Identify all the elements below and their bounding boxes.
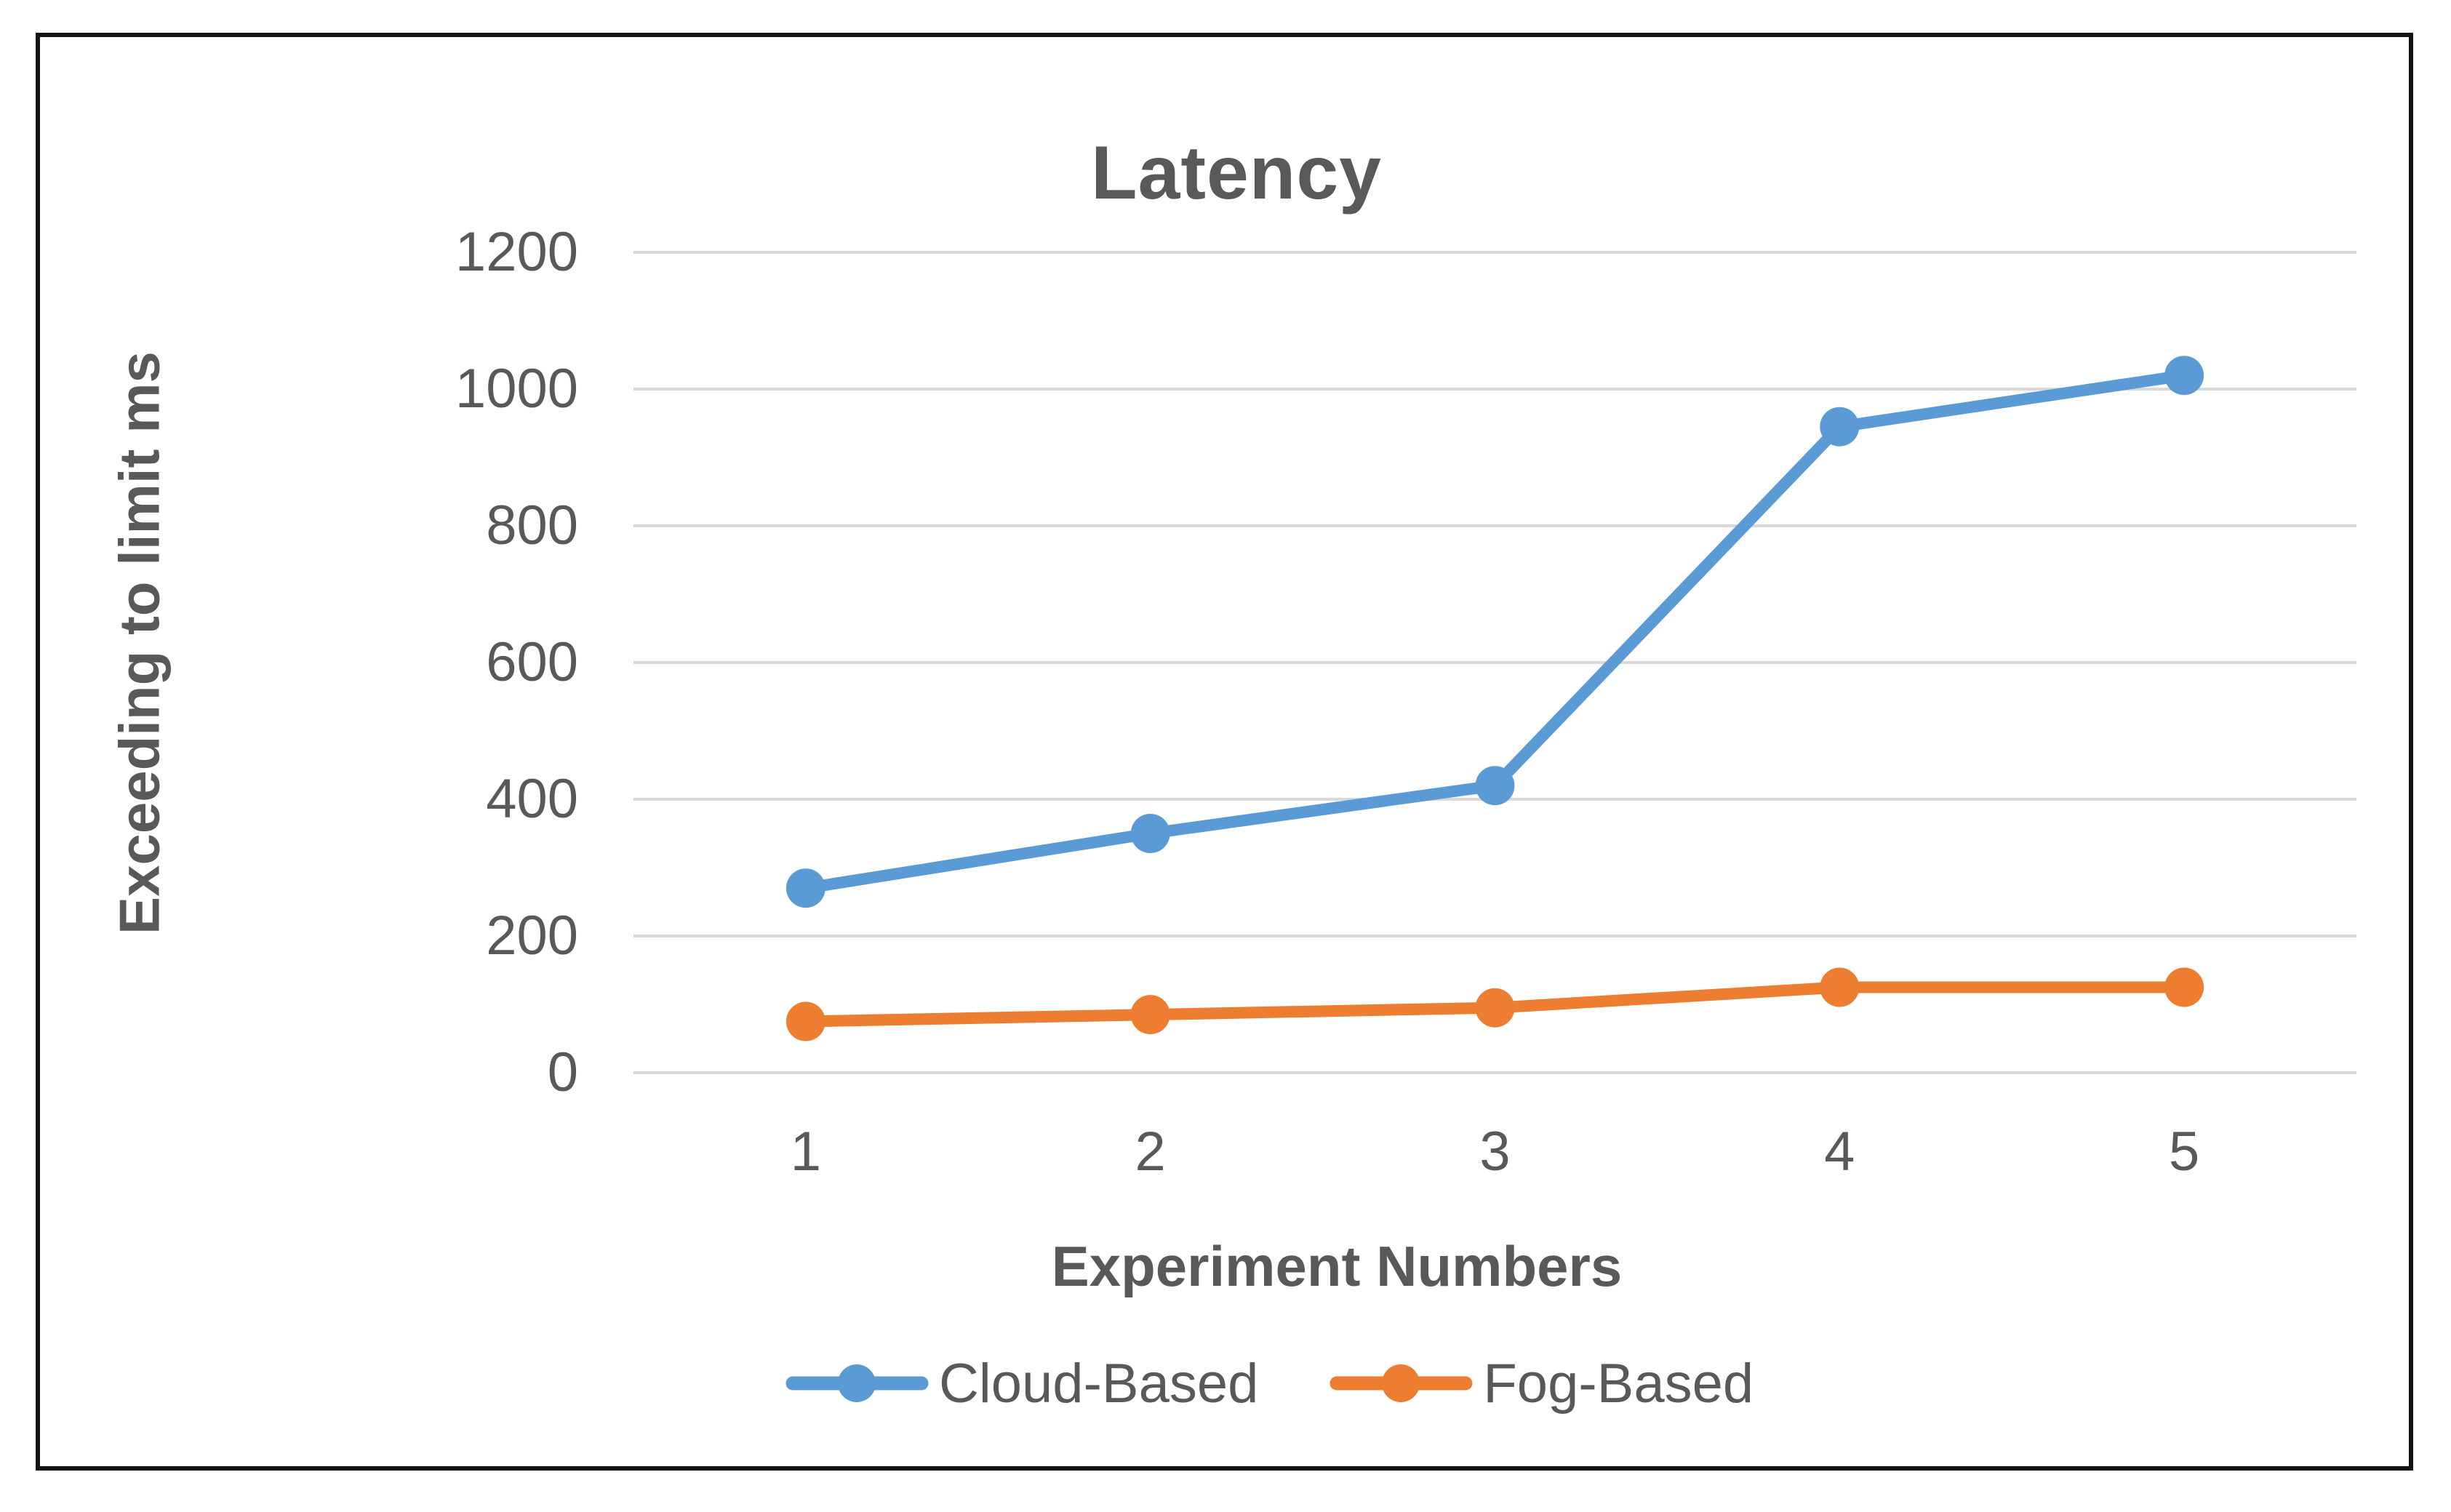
y-tick-label-200: 200 <box>486 905 578 967</box>
legend-item-cloud-based: Cloud-Based <box>785 1350 1258 1417</box>
x-tick-label-4: 4 <box>1824 1121 1855 1183</box>
legend-marker-cloud-based-icon <box>785 1364 929 1402</box>
x-tick-label-1: 1 <box>790 1121 822 1183</box>
legend-dot-cloud-based <box>838 1364 876 1402</box>
legend: Cloud-Based Fog-Based <box>785 1350 1754 1417</box>
series-line-cloud-based <box>799 369 2191 895</box>
y-tick-label-400: 400 <box>486 768 578 830</box>
y-tick-label-600: 600 <box>486 631 578 693</box>
chart-title: Latency <box>1090 131 1383 215</box>
legend-dot-fog-based <box>1382 1364 1420 1402</box>
y-tick-label-1200: 1200 <box>455 221 578 283</box>
legend-label-fog-based: Fog-Based <box>1483 1352 1754 1415</box>
x-tick-label-3: 3 <box>1479 1121 1511 1183</box>
legend-item-fog-based: Fog-Based <box>1330 1350 1754 1417</box>
plot-area <box>633 251 2356 1074</box>
x-axis-title: Experiment Numbers <box>1051 1234 1623 1298</box>
chart-frame: Latency Exceeding to limit ms 0 200 400 600… <box>36 33 2413 1471</box>
data-point-fog-based-x1 <box>785 1001 825 1041</box>
data-point-fog-based-x3 <box>1475 988 1515 1028</box>
legend-marker-fog-based-icon <box>1330 1364 1473 1402</box>
data-point-fog-based-x4 <box>1820 967 1860 1007</box>
data-point-cloud-based-x2 <box>1130 814 1170 853</box>
y-tick-label-0: 0 <box>547 1041 578 1103</box>
x-tick-label-2: 2 <box>1135 1121 1166 1183</box>
data-point-fog-based-x2 <box>1130 995 1170 1035</box>
data-point-cloud-based-x1 <box>785 868 825 908</box>
data-point-cloud-based-x3 <box>1475 766 1515 806</box>
data-point-cloud-based-x4 <box>1820 407 1860 447</box>
legend-label-cloud-based: Cloud-Based <box>939 1352 1259 1415</box>
data-point-fog-based-x5 <box>2164 967 2204 1007</box>
y-axis-title: Exceeding to limit ms <box>107 351 172 935</box>
y-tick-label-1000: 1000 <box>455 358 578 420</box>
data-point-cloud-based-x5 <box>2164 356 2204 396</box>
x-tick-label-5: 5 <box>2168 1121 2200 1183</box>
y-tick-label-800: 800 <box>486 495 578 556</box>
